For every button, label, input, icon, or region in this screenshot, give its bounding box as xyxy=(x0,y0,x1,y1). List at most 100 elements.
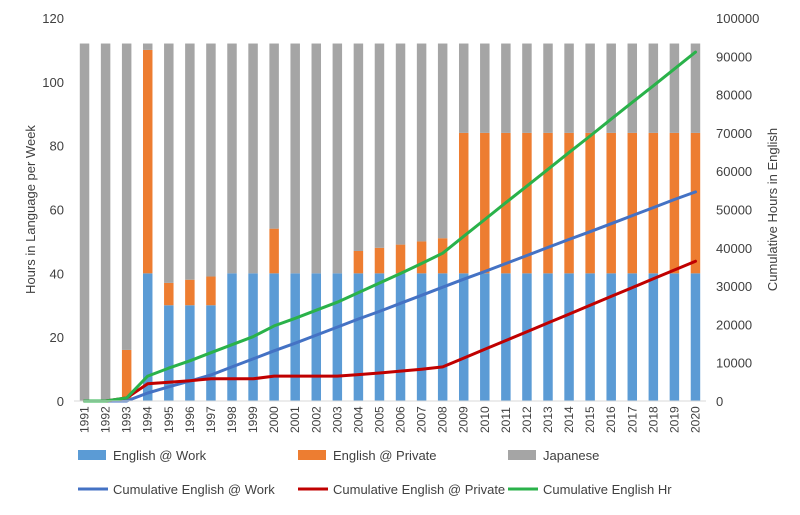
bar-english-work-2015 xyxy=(585,273,595,401)
bar-japanese-1995 xyxy=(164,43,174,283)
bar-english-private-2007 xyxy=(416,241,427,274)
x-tick-label: 2005 xyxy=(372,406,386,433)
x-tick-label: 2020 xyxy=(688,406,702,433)
bar-english-work-2010 xyxy=(480,273,490,401)
bar-japanese-2013 xyxy=(543,43,553,133)
bar-english-work-1994 xyxy=(142,273,153,401)
bar-japanese-2012 xyxy=(522,43,532,133)
x-tick-label: 1999 xyxy=(246,406,260,433)
bar-japanese-1991 xyxy=(79,43,90,402)
y2-axis-title: Cumulative Hours in English xyxy=(765,128,780,291)
x-tick-label: 2017 xyxy=(625,406,639,433)
bar-english-private-1997 xyxy=(206,276,216,306)
x-tick-label: 2000 xyxy=(267,406,281,433)
bar-japanese-1997 xyxy=(206,43,216,277)
bar-japanese-2020 xyxy=(690,43,701,133)
bar-japanese-2002 xyxy=(311,43,322,274)
x-tick-label: 2001 xyxy=(288,406,302,433)
bar-english-private-2008 xyxy=(437,238,448,274)
y2-tick-label: 50000 xyxy=(716,203,752,218)
bar-english-work-2008 xyxy=(437,273,448,401)
bar-english-work-2020 xyxy=(690,273,701,401)
line-cumulative-english-work xyxy=(83,190,697,403)
bar-english-work-2006 xyxy=(395,273,406,401)
bar-english-work-2012 xyxy=(522,273,532,401)
bar-english-private-2015 xyxy=(585,132,595,274)
x-tick-label: 1991 xyxy=(78,406,92,433)
bar-japanese-2005 xyxy=(374,43,385,248)
x-tick-label: 2013 xyxy=(541,406,555,433)
bar-english-work-2019 xyxy=(669,273,680,401)
bar-english-work-2011 xyxy=(501,273,511,401)
bar-japanese-2011 xyxy=(501,43,511,133)
bar-japanese-2007 xyxy=(416,43,427,242)
bar-english-private-2012 xyxy=(522,132,532,274)
bar-japanese-1996 xyxy=(185,43,195,280)
y-tick-label: 100 xyxy=(42,75,64,90)
x-tick-label: 2002 xyxy=(309,406,323,433)
bar-english-work-1996 xyxy=(185,305,195,401)
bar-english-work-2003 xyxy=(332,273,343,401)
bar-english-work-2004 xyxy=(353,273,364,401)
x-tick-label: 2003 xyxy=(330,406,344,433)
line-cumulative-english-hr xyxy=(83,50,697,403)
legend-label: Cumulative English @ Private xyxy=(333,482,505,497)
bar-english-private-2017 xyxy=(627,132,638,274)
bar-english-private-2013 xyxy=(543,132,553,274)
bar-japanese-1999 xyxy=(248,43,258,274)
bar-japanese-2006 xyxy=(395,43,406,245)
y-tick-label: 20 xyxy=(50,330,64,345)
x-tick-label: 2018 xyxy=(646,406,660,433)
x-tick-label: 1992 xyxy=(99,406,113,433)
bar-english-work-2000 xyxy=(269,273,279,401)
bar-japanese-1994 xyxy=(142,43,153,50)
legend-swatch-english-private xyxy=(298,450,326,460)
y2-tick-label: 70000 xyxy=(716,126,752,141)
x-tick-label: 2004 xyxy=(351,406,365,433)
bar-english-private-2020 xyxy=(690,132,701,274)
bar-japanese-2000 xyxy=(269,43,279,229)
x-tick-label: 2015 xyxy=(583,406,597,433)
y-tick-label: 80 xyxy=(50,139,64,154)
bar-japanese-2003 xyxy=(332,43,343,274)
bar-english-work-2016 xyxy=(606,273,616,401)
bar-english-private-2009 xyxy=(458,132,469,274)
bar-japanese-2014 xyxy=(564,43,574,133)
x-tick-label: 1995 xyxy=(162,406,176,433)
legend-swatch-english-work xyxy=(78,450,106,460)
y2-tick-label: 40000 xyxy=(716,241,752,256)
y-tick-label: 40 xyxy=(50,266,64,281)
bar-english-private-2000 xyxy=(269,228,279,274)
bar-english-private-1994 xyxy=(142,49,153,274)
legend: English @ Work English @ Private Japanese C… xyxy=(78,448,672,497)
legend-label: English @ Work xyxy=(113,448,207,463)
bar-english-work-2017 xyxy=(627,273,638,401)
bar-english-private-1995 xyxy=(164,282,174,306)
bar-japanese-2008 xyxy=(437,43,448,239)
bar-english-private-1993 xyxy=(121,349,132,401)
bar-english-private-2006 xyxy=(395,244,406,274)
bar-japanese-1998 xyxy=(227,43,237,274)
bar-english-work-1995 xyxy=(164,305,174,401)
bar-english-work-2013 xyxy=(543,273,553,401)
bar-layer xyxy=(79,43,701,402)
legend-label: Japanese xyxy=(543,448,599,463)
y2-tick-label: 90000 xyxy=(716,49,752,64)
x-tick-label: 2009 xyxy=(457,406,471,433)
x-tick-label: 1998 xyxy=(225,406,239,433)
x-tick-label: 1994 xyxy=(141,406,155,433)
legend-label: Cumulative English Hr xyxy=(543,482,672,497)
legend-label: Cumulative English @ Work xyxy=(113,482,275,497)
axes-layer: 0 20 40 60 80 100 120 0 10000 20000 30000 40000 5000… xyxy=(23,11,780,433)
bar-english-work-1998 xyxy=(227,273,237,401)
bar-japanese-2004 xyxy=(353,43,364,251)
bar-english-private-2019 xyxy=(669,132,680,274)
x-tick-label: 2014 xyxy=(562,406,576,433)
bar-english-work-2005 xyxy=(374,273,385,401)
x-tick-label: 1993 xyxy=(120,406,134,433)
bar-english-work-2009 xyxy=(458,273,469,401)
bar-japanese-2016 xyxy=(606,43,616,133)
bar-english-private-2004 xyxy=(353,250,364,274)
